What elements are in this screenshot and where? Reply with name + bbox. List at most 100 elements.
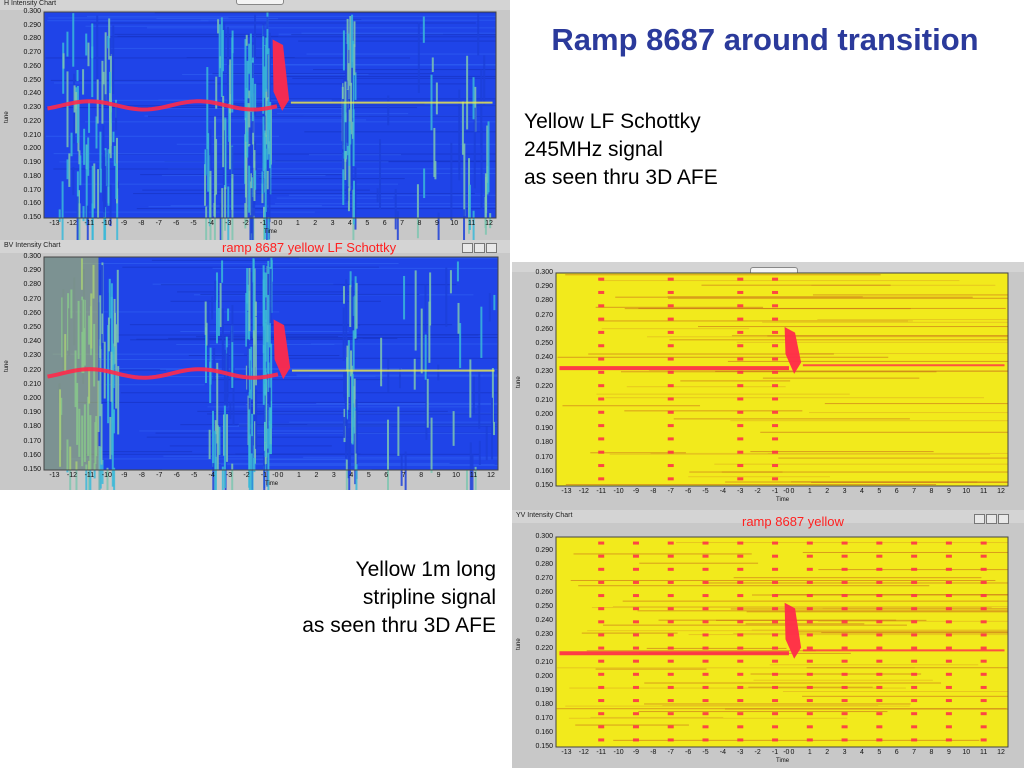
y-tick-label: 0.250 xyxy=(23,76,41,84)
noise-streak xyxy=(98,451,193,453)
y-tick-label: 0.290 xyxy=(23,267,41,275)
pulse-mark xyxy=(632,725,639,729)
chart-tool-button[interactable] xyxy=(474,243,485,253)
noise-streak xyxy=(220,63,496,65)
pulse-mark xyxy=(945,659,952,663)
noise-streak xyxy=(762,377,920,379)
pulse-mark xyxy=(702,567,709,571)
pulse-mark xyxy=(980,580,987,584)
pulse-mark xyxy=(841,567,848,571)
noise-band xyxy=(91,203,94,240)
noise-streak xyxy=(556,708,1007,710)
pulse-mark xyxy=(632,699,639,703)
noise-band xyxy=(70,132,73,157)
noise-band xyxy=(102,84,105,101)
pulse-mark xyxy=(980,699,987,703)
chart-tool-button[interactable] xyxy=(974,514,985,524)
noise-streak xyxy=(269,75,496,77)
noise-streak xyxy=(148,206,496,208)
noise-band xyxy=(351,14,354,68)
noise-streak xyxy=(176,143,496,145)
noise-streak xyxy=(298,40,496,42)
pulse-mark xyxy=(667,672,674,676)
noise-band xyxy=(355,282,358,329)
noise-streak xyxy=(626,386,786,388)
x-tick-label: -5 xyxy=(190,220,197,227)
noise-streak xyxy=(170,300,381,302)
x-tick-label: 5 xyxy=(877,749,882,756)
noise-streak xyxy=(160,284,457,286)
noise-streak xyxy=(568,717,848,719)
pulse-mark xyxy=(737,344,744,348)
pulse-mark xyxy=(598,384,605,388)
noise-band xyxy=(204,301,207,335)
noise-band xyxy=(95,116,98,149)
noise-band xyxy=(346,89,349,143)
noise-band xyxy=(216,362,219,444)
pulse-mark xyxy=(911,541,918,545)
chart-tool-button[interactable] xyxy=(486,243,497,253)
chart-tool-button[interactable] xyxy=(998,514,1009,524)
y-tick-label: 0.230 xyxy=(23,104,41,112)
pulse-mark xyxy=(772,277,779,281)
noise-band xyxy=(209,170,212,240)
pulse-mark xyxy=(806,659,813,663)
pulse-mark xyxy=(945,672,952,676)
noise-streak xyxy=(602,624,907,626)
pulse-mark xyxy=(911,633,918,637)
noise-streak xyxy=(71,458,498,460)
y-tick-label: 0.220 xyxy=(535,382,553,390)
pulse-mark xyxy=(702,659,709,663)
noise-streak xyxy=(769,664,979,666)
pulse-mark xyxy=(667,437,674,441)
pulse-mark xyxy=(911,712,918,716)
x-tick-label: -10 xyxy=(613,749,624,756)
x-tick-label: 10 xyxy=(962,749,971,756)
noise-streak xyxy=(212,73,434,75)
pulse-mark xyxy=(772,464,779,468)
chart-tool-button[interactable] xyxy=(986,514,997,524)
pulse-mark xyxy=(632,607,639,611)
pulse-mark xyxy=(806,594,813,598)
noise-streak xyxy=(156,18,279,20)
y-tick-label: 0.250 xyxy=(23,324,41,331)
chart-tool-button[interactable] xyxy=(462,243,473,253)
pulse-mark xyxy=(737,357,744,361)
pulse-mark xyxy=(598,410,605,414)
pulse-mark xyxy=(911,672,918,676)
noise-streak xyxy=(245,337,498,339)
noise-band xyxy=(386,419,389,490)
scroll-knob[interactable] xyxy=(236,0,284,5)
pulse-mark xyxy=(737,317,744,321)
x-tick-label: 12 xyxy=(997,749,1005,756)
noise-band xyxy=(349,15,352,86)
pulse-mark xyxy=(911,580,918,584)
pulse-mark xyxy=(806,699,813,703)
noise-streak xyxy=(275,160,496,162)
noise-streak xyxy=(114,153,496,155)
noise-band xyxy=(347,63,350,100)
noise-band xyxy=(222,95,225,168)
noise-band xyxy=(76,69,79,82)
x-axis-title: Time xyxy=(265,481,279,487)
noise-band xyxy=(348,427,351,476)
noise-band xyxy=(223,349,226,406)
x-tick-label: 2 xyxy=(314,472,319,479)
noise-band xyxy=(266,12,269,81)
pulse-mark xyxy=(737,450,744,454)
pulse-mark xyxy=(632,554,639,558)
x-tick-label: -8 xyxy=(138,472,145,479)
noise-band xyxy=(247,103,250,147)
pulse-mark xyxy=(598,450,605,454)
pulse-mark xyxy=(806,685,813,689)
noise-band xyxy=(250,367,253,400)
noise-streak xyxy=(745,623,865,625)
noise-streak xyxy=(161,175,326,177)
noise-band xyxy=(245,87,248,142)
pulse-mark xyxy=(945,620,952,624)
noise-streak xyxy=(151,259,269,261)
noise-streak xyxy=(90,22,476,24)
x-tick-label: -12 xyxy=(578,749,589,756)
pulse-mark xyxy=(772,633,779,637)
pulse-mark xyxy=(667,541,674,545)
